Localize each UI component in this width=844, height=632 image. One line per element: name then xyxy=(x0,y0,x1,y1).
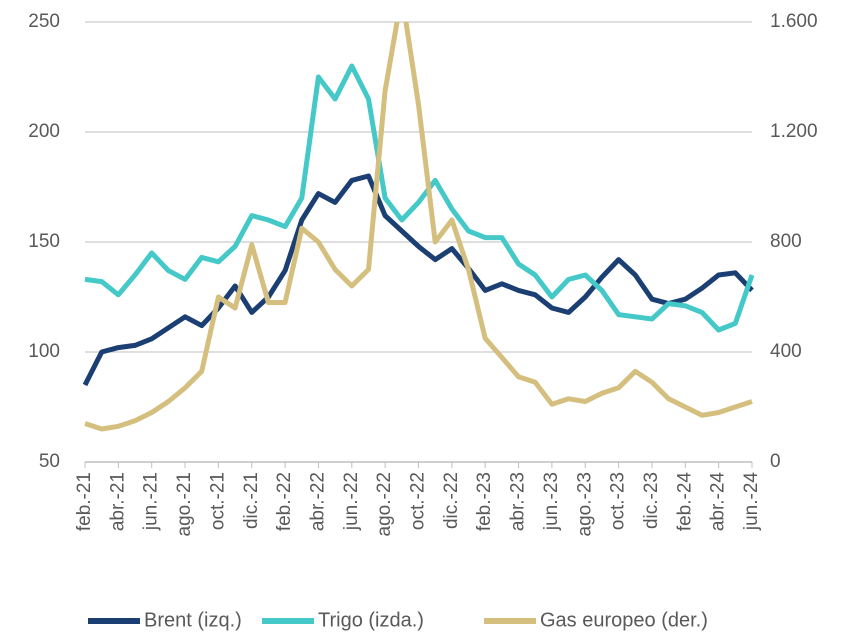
x-tick-label: oct.-23 xyxy=(608,472,629,530)
x-tick-label: abr.-22 xyxy=(307,472,328,531)
y2-tick-label: 400 xyxy=(770,341,802,362)
line-series xyxy=(84,22,753,432)
y-tick-label: 150 xyxy=(28,231,60,252)
x-tick-label: abr.-24 xyxy=(708,472,729,532)
y2-tick-label: 800 xyxy=(770,231,802,252)
plot xyxy=(82,22,755,432)
x-tick-label: ago.-23 xyxy=(574,472,595,536)
y-tick-label: 250 xyxy=(28,11,60,32)
x-tick-label: oct.-22 xyxy=(408,472,429,530)
x-tick-label: jun.-24 xyxy=(741,472,762,532)
x-tick-label: ago.-22 xyxy=(374,472,395,536)
y2-tick-label: 1.200 xyxy=(770,121,818,142)
x-tick-label: ago.-21 xyxy=(174,472,195,536)
y-tick-label: 100 xyxy=(28,341,60,362)
x-tick-label: oct.-21 xyxy=(207,472,228,530)
legend-label: Gas europeo (der.) xyxy=(540,609,708,631)
x-tick-label: feb.-23 xyxy=(474,472,495,531)
x-tick-label: jun.-23 xyxy=(541,472,562,531)
line-series xyxy=(82,173,754,387)
y-tick-label: 50 xyxy=(39,451,60,472)
y2-tick-label: 1.600 xyxy=(770,11,818,32)
legend-label: Trigo (izda.) xyxy=(318,609,424,631)
x-tick-label: jun.-22 xyxy=(341,472,362,531)
x-tick-label: jun.-21 xyxy=(141,472,162,531)
y-tick-label: 200 xyxy=(28,121,60,142)
x-tick-label: abr.-21 xyxy=(107,472,128,531)
legend-label: Brent (izq.) xyxy=(144,609,242,631)
x-tick-label: dic.-23 xyxy=(641,472,662,529)
x-tick-label: feb.-21 xyxy=(74,472,95,531)
x-tick-label: dic.-22 xyxy=(441,472,462,529)
line-series xyxy=(84,63,755,333)
x-tick-label: abr.-23 xyxy=(508,472,529,531)
x-tick-label: feb.-24 xyxy=(674,472,695,532)
y2-tick-label: 0 xyxy=(770,451,781,472)
x-tick-label: feb.-22 xyxy=(274,472,295,531)
x-tick-label: dic.-21 xyxy=(241,472,262,529)
